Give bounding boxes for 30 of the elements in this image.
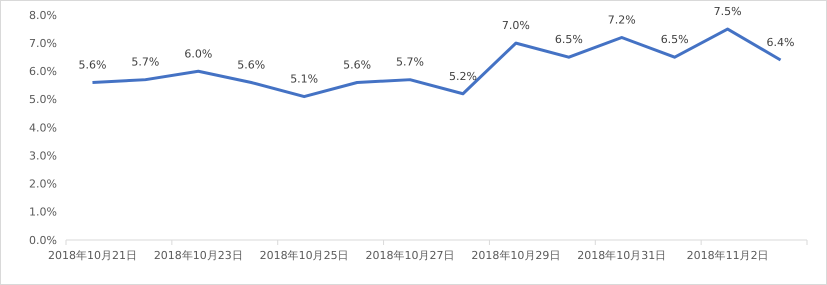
x-tick-label: 2018年10月23日: [154, 249, 243, 262]
data-label: 6.4%: [766, 36, 795, 49]
y-tick-label: 6.0%: [29, 65, 57, 78]
data-label: 6.5%: [660, 33, 689, 46]
x-tick-label: 2018年10月21日: [48, 249, 137, 262]
y-tick-label: 5.0%: [29, 93, 57, 106]
data-label: 7.0%: [502, 19, 530, 32]
y-tick-label: 3.0%: [29, 149, 57, 162]
y-tick-label: 1.0%: [29, 206, 57, 219]
x-tick-label: 2018年11月2日: [686, 249, 769, 262]
data-label: 5.2%: [448, 70, 477, 83]
y-tick-label: 0.0%: [29, 234, 57, 247]
data-label: 5.7%: [396, 56, 424, 69]
data-label: 7.2%: [608, 14, 636, 26]
data-label: 5.6%: [78, 58, 106, 72]
x-tick-label: 2018年10月31日: [577, 249, 666, 262]
x-tick-label: 2018年10月25日: [260, 249, 349, 262]
y-tick-label: 8.0%: [29, 8, 57, 22]
x-tick-label: 2018年10月27日: [366, 249, 455, 262]
data-label: 6.5%: [554, 33, 583, 46]
data-label: 7.5%: [714, 5, 742, 18]
data-label: 5.6%: [343, 58, 372, 72]
data-label: 5.7%: [131, 56, 160, 69]
data-label: 5.1%: [290, 72, 318, 86]
y-tick-label: 7.0%: [29, 36, 57, 50]
y-tick-label: 2.0%: [29, 178, 57, 191]
data-label: 6.0%: [184, 47, 212, 60]
x-tick-label: 2018年10月29日: [471, 249, 560, 262]
data-label: 5.6%: [237, 58, 266, 72]
y-tick-label: 4.0%: [29, 121, 57, 134]
